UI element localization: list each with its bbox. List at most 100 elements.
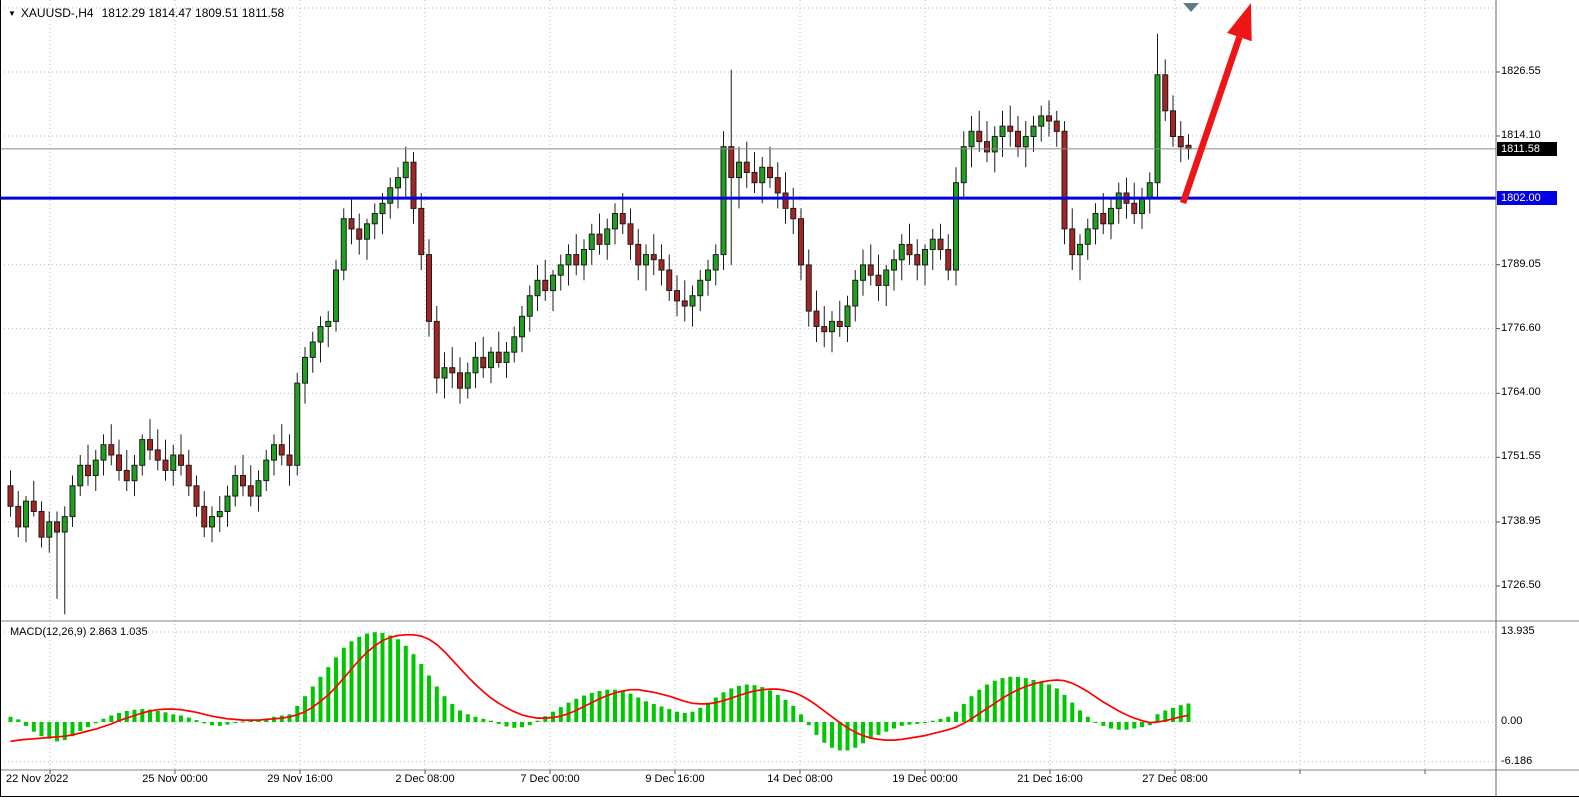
bearish-candle [1053, 120, 1060, 132]
bearish-candle [1061, 130, 1068, 230]
macd-histogram-bar [39, 722, 44, 737]
bearish-candle [1100, 213, 1107, 225]
macd-histogram-bar [620, 691, 625, 722]
bullish-candle [1084, 228, 1091, 245]
bullish-candle [581, 249, 587, 266]
time-axis-label: 2 Dec 08:00 [395, 773, 455, 785]
bullish-candle [371, 213, 378, 225]
macd-histogram-bar [791, 705, 796, 722]
bearish-candle [1015, 130, 1021, 148]
bullish-candle [23, 500, 29, 528]
macd-histogram-bar [372, 632, 377, 722]
bullish-candle [953, 182, 959, 271]
bullish-candle [588, 233, 595, 251]
macd-histogram-bar [202, 722, 207, 724]
symbol-dropdown-icon[interactable]: ▼ [8, 8, 16, 18]
bearish-candle [767, 166, 773, 179]
bullish-candle [325, 320, 332, 327]
bullish-candle [170, 454, 177, 471]
macd-histogram-bar [1008, 676, 1013, 722]
macd-histogram-bar [217, 722, 222, 726]
macd-histogram-bar [930, 720, 935, 722]
bearish-candle [573, 254, 580, 266]
time-axis-label: 19 Dec 00:00 [892, 773, 958, 785]
macd-histogram-bar [155, 711, 160, 722]
macd-histogram-bar [543, 716, 548, 722]
macd-histogram-bar [140, 709, 145, 722]
macd-histogram-bar [961, 703, 966, 722]
macd-histogram-bar [62, 722, 67, 741]
bullish-candle [1038, 115, 1045, 127]
bearish-candle [681, 300, 688, 307]
bearish-candle [154, 449, 161, 461]
macd-histogram-bar [365, 633, 369, 722]
bullish-candle [364, 223, 370, 240]
macd-histogram-bar [496, 722, 501, 724]
time-axis-label: 9 Dec 16:00 [645, 773, 705, 785]
bullish-candle [131, 464, 138, 482]
price-axis-label: 1738.95 [1501, 515, 1541, 528]
macd-histogram-bar [876, 722, 881, 735]
ohlc-values: 1812.29 1814.47 1809.51 1811.58 [101, 6, 285, 20]
bullish-candle [224, 495, 231, 513]
macd-histogram-bar [225, 722, 230, 725]
bearish-candle [457, 372, 463, 389]
macd-histogram-bar [481, 718, 486, 722]
macd-axis-label: 13.935 [1501, 625, 1535, 637]
macd-histogram-bar [124, 711, 129, 722]
macd-histogram-bar [899, 722, 904, 726]
macd-histogram-bar [264, 718, 269, 722]
macd-histogram-bar [1109, 722, 1113, 729]
bullish-candle [1108, 207, 1114, 225]
macd-histogram-bar [16, 719, 21, 722]
macd-histogram-bar [70, 722, 75, 737]
trend-arrow-shaft[interactable] [1179, 36, 1243, 205]
bullish-candle [534, 279, 541, 297]
bearish-candle [751, 171, 758, 184]
macd-histogram-bar [465, 714, 470, 722]
bearish-candle [147, 439, 153, 451]
macd-histogram-bar [1116, 722, 1121, 730]
bearish-candle [480, 356, 487, 369]
macd-histogram-bar [520, 722, 524, 728]
macd-histogram-bar [907, 722, 912, 725]
macd-histogram-bar [1070, 702, 1075, 722]
bearish-candle [1007, 125, 1014, 132]
macd-histogram-bar [1124, 722, 1129, 730]
bullish-candle [829, 320, 835, 333]
macd-histogram-bar [241, 721, 245, 723]
bullish-candle [271, 444, 277, 461]
chart-title: ▼ XAUUSD-,H4 1812.29 1814.47 1809.51 181… [8, 6, 284, 20]
bullish-candle [1139, 197, 1145, 215]
macd-histogram-bar [775, 694, 780, 722]
macd-histogram-bar [938, 718, 943, 722]
macd-histogram-bar [1054, 688, 1059, 722]
bullish-candle [612, 213, 618, 230]
bullish-candle [844, 305, 851, 327]
bullish-candle [960, 146, 967, 184]
macd-histogram-bar [8, 716, 13, 722]
macd-histogram-bar [527, 722, 532, 726]
trend-arrow-head[interactable] [1227, 3, 1252, 42]
macd-histogram-bar [799, 714, 803, 722]
time-axis[interactable] [0, 770, 1496, 797]
bullish-candle [395, 177, 401, 189]
macd-histogram-bar [892, 722, 896, 729]
macd-histogram-bar [179, 715, 183, 722]
bearish-candle [54, 521, 60, 533]
bullish-candle [263, 459, 270, 482]
bearish-candle [836, 320, 843, 327]
bearish-candle [495, 351, 502, 364]
bearish-candle [15, 505, 22, 528]
time-axis-label: 7 Dec 00:00 [520, 773, 580, 785]
bullish-candle [302, 356, 308, 384]
chart-shift-marker[interactable] [1183, 3, 1199, 12]
bullish-candle [1077, 243, 1083, 256]
price-axis[interactable] [1496, 0, 1579, 770]
macd-histogram-bar [651, 703, 656, 722]
bullish-candle [472, 356, 479, 374]
macd-histogram-bar [473, 716, 478, 722]
time-axis-label: 29 Nov 16:00 [267, 773, 333, 785]
bullish-candle [1092, 213, 1099, 230]
